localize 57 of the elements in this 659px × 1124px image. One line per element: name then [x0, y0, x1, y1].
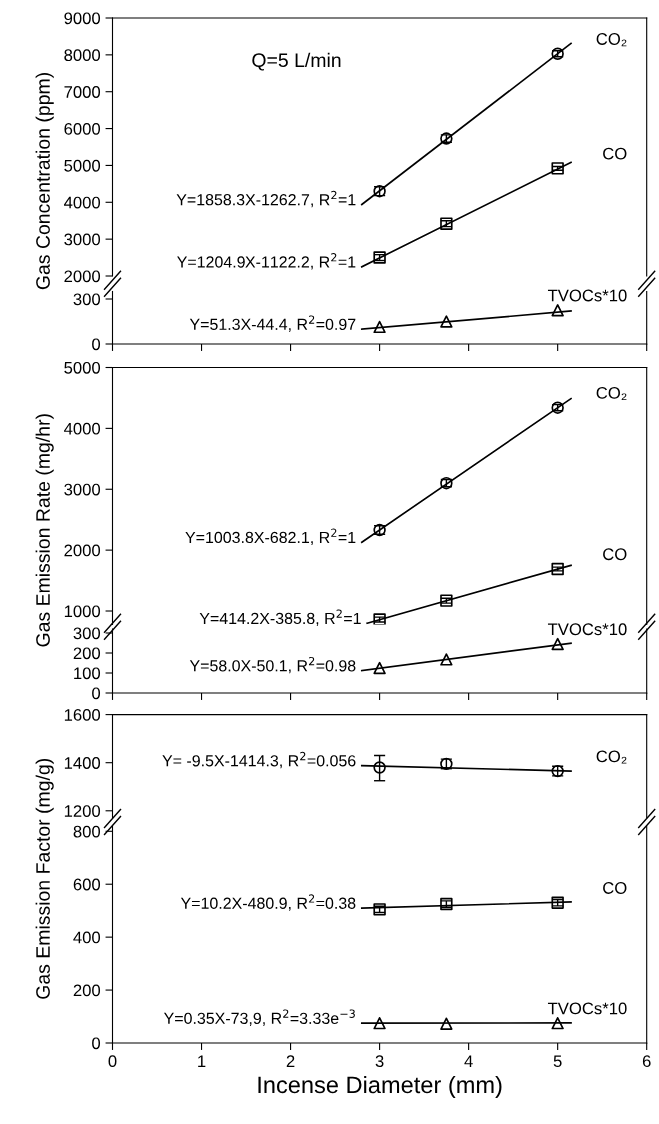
y-tick-label: 300: [73, 627, 101, 640]
annotation: Y=0.35X-73,9, R$^{2}$=3.33e$^{−3}$: [163, 1009, 355, 1026]
text: CO₂: [596, 387, 627, 401]
y-tick-label: 0: [92, 687, 101, 700]
x-tick-label: 5: [553, 1055, 562, 1068]
x-tick-label: 2: [286, 1055, 295, 1067]
x-tick-label: 1: [198, 1055, 206, 1067]
y-tick-label: 4000: [64, 196, 101, 209]
text: CO: [603, 882, 627, 894]
y-tick-label: 8000: [64, 49, 101, 62]
annotation: Y=51.3X-44.4, R$^{2}$=0.97: [189, 315, 356, 332]
y-tick-label: 300: [73, 293, 101, 306]
y-tick-label: 1600: [64, 709, 101, 721]
x-tick-label: 3: [375, 1055, 384, 1068]
annotation: Y=1204.9X-1122.2, R$^{2}$=1: [177, 253, 356, 270]
y-tick-label: 2000: [64, 270, 101, 283]
y-tick-label: 5000: [64, 361, 101, 374]
annotation: Y=58.0X-50.1, R$^{2}$=0.98: [189, 656, 356, 674]
y-tick-label: 9000: [64, 12, 101, 25]
text: CO₂: [596, 750, 627, 764]
x-tick-label: 4: [464, 1055, 473, 1067]
x-tick-label: 0: [108, 1055, 117, 1068]
y-tick-label: 800: [73, 825, 101, 838]
y-tick-label: 0: [92, 1037, 101, 1050]
y-tick-label: 5000: [64, 159, 101, 172]
y-tick-label: 200: [73, 984, 101, 997]
y-tick-label: 6000: [64, 122, 101, 135]
y-tick-label: 4000: [64, 422, 101, 435]
text: CO: [603, 548, 627, 561]
y-tick-label: 200: [73, 647, 101, 660]
y-axis-title: Gas Emission Factor (mg/g): [35, 758, 54, 999]
y-tick-label: 1400: [64, 757, 101, 769]
y-tick-label: 1200: [64, 805, 101, 817]
x-axis-title: Incense Diameter (mm): [258, 1075, 502, 1098]
y-tick-label: 2000: [64, 544, 101, 557]
y-tick-label: 0: [92, 338, 101, 351]
legend-label: TVOCs*10: [547, 289, 627, 302]
series-label: TVOCs*10: [547, 1002, 627, 1015]
y-tick-label: 600: [73, 878, 101, 891]
y-tick-label: 3000: [64, 483, 101, 496]
text: CO₂: [596, 33, 627, 47]
annotation: Y=1003.8X-682.1, R$^{2}$=1: [185, 528, 356, 545]
y-tick-label: 7000: [64, 86, 101, 98]
annotation: Y=1858.3X-1262.7, R$^{2}$=1: [176, 190, 356, 208]
x-tick-label: 6: [642, 1055, 651, 1068]
annotation: Y=414.2X-385.8, R$^{2}$=1: [199, 609, 361, 626]
y-tick-label: 100: [74, 667, 101, 680]
annotation: Y= -9.5X-1414.3, R$^{2}$=0.056: [162, 751, 356, 769]
y-axis-title: Gas Concentration (ppm): [35, 73, 54, 290]
annotation: Q=5 L/min: [252, 52, 341, 71]
y-tick-label: 400: [73, 931, 101, 944]
y-tick-label: 3000: [64, 233, 101, 246]
legend-label: TVOCs*10: [547, 623, 627, 636]
annotation: Y=10.2X-480.9, R$^{2}$=0.38: [180, 894, 356, 911]
y-axis-title: Gas Emission Rate (mg/hr): [35, 414, 54, 647]
text: CO: [603, 147, 627, 160]
y-tick-label: 1000: [64, 605, 101, 618]
